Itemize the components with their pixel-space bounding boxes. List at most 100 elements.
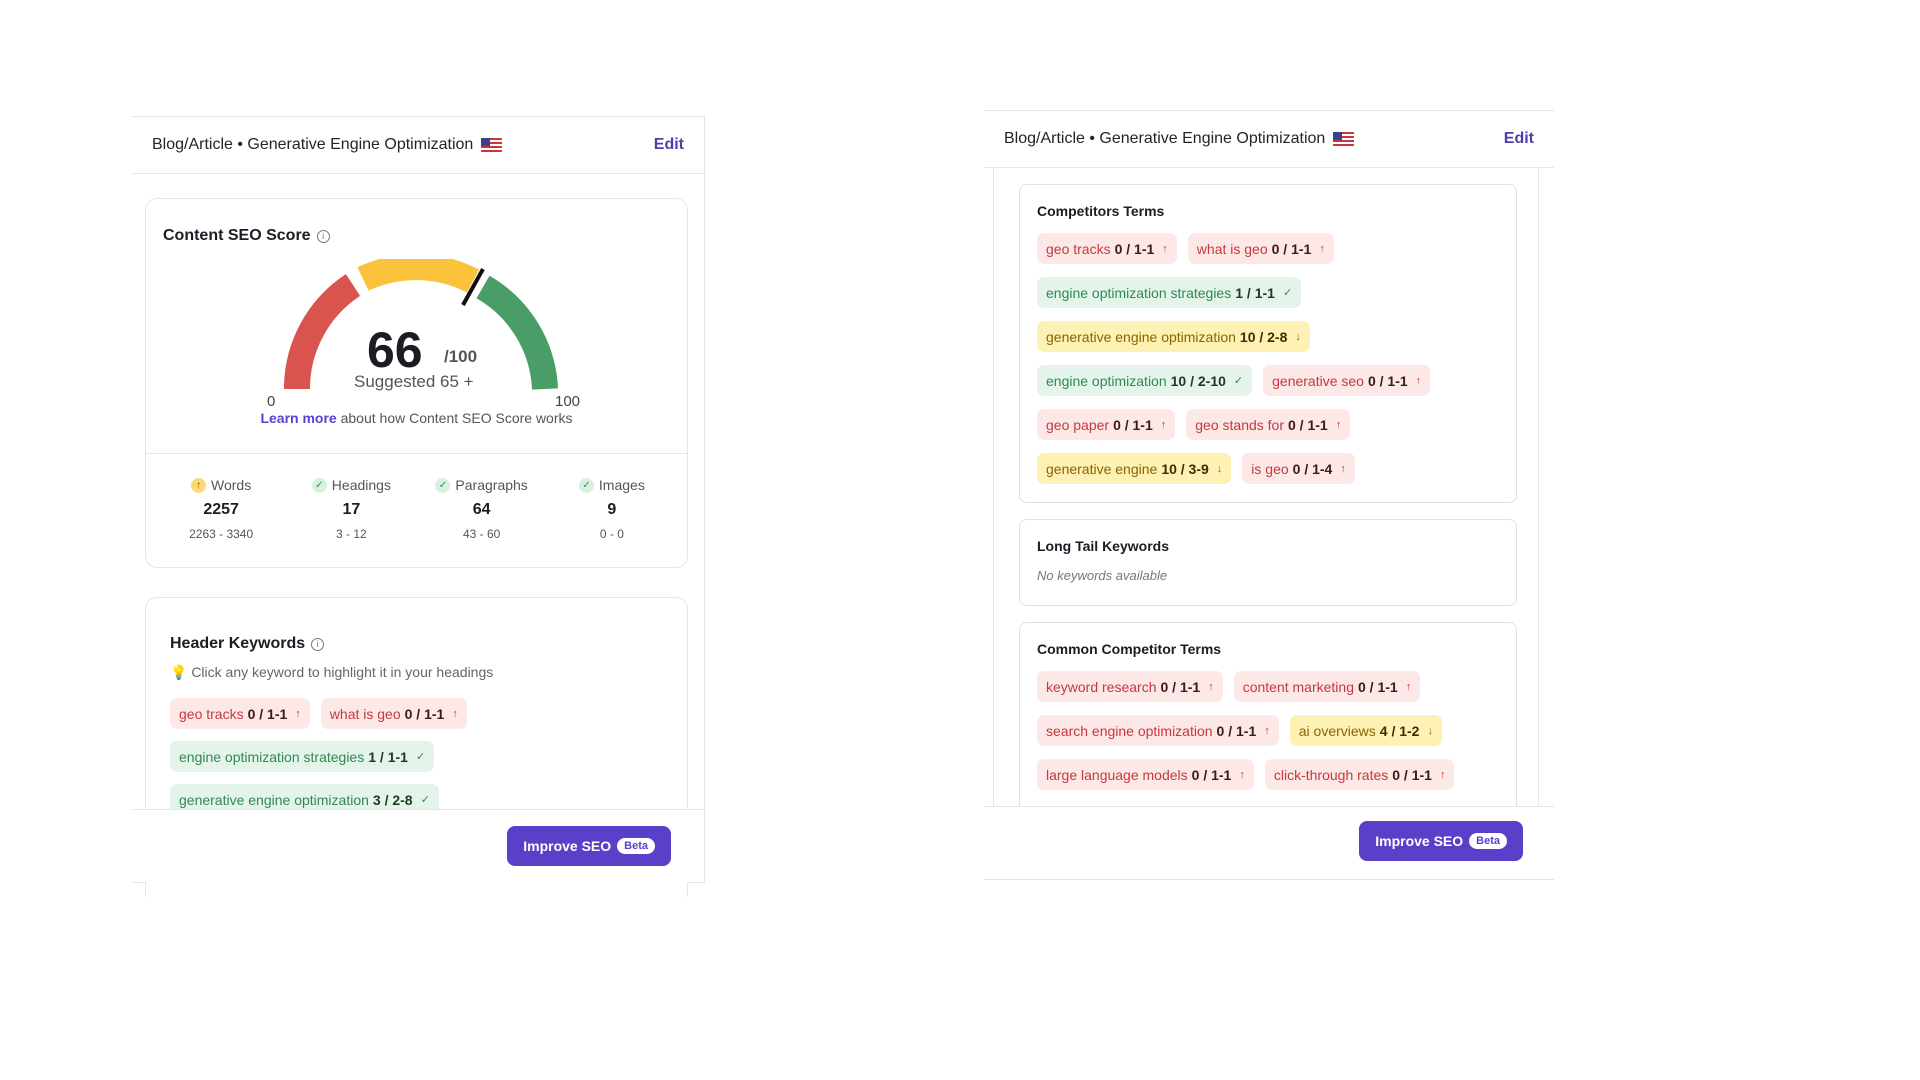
edit-button[interactable]: Edit — [653, 136, 684, 153]
keyword-chip[interactable]: content marketing 0 / 1-1 ↑ — [1233, 671, 1421, 702]
keyword-row: keyword research 0 / 1-1 ↑ content marketin… — [1037, 671, 1506, 702]
keyword-term: large language models — [1046, 766, 1188, 783]
keyword-row: generative engine optimization 10 / 2-8 ↓ — [1037, 321, 1506, 352]
keyword-term: engine optimization strategies — [1046, 284, 1232, 301]
keyword-hint: 💡 Click any keyword to highlight it in y… — [170, 664, 494, 680]
keyword-chip[interactable]: geo tracks 0 / 1-1 ↑ — [170, 698, 310, 729]
keyword-term: keyword research — [1046, 678, 1157, 695]
keyword-term: is geo — [1251, 460, 1289, 477]
info-icon[interactable]: i — [316, 229, 330, 243]
arrow-up-icon: ↑ — [1335, 418, 1342, 431]
keyword-chip[interactable]: generative engine optimization 10 / 2-8 ↓ — [1037, 321, 1310, 352]
keyword-count: 0 / 1-1 — [1392, 766, 1432, 783]
improve-seo-button[interactable]: Improve SEO Beta — [507, 826, 671, 866]
keyword-row: large language models 0 / 1-1 ↑ click-throu… — [1037, 759, 1506, 790]
header-keywords-title: Header Keywords — [170, 635, 306, 652]
keyword-term: engine optimization — [1046, 372, 1167, 389]
arrow-up-icon: ↑ — [191, 477, 207, 493]
keyword-chip[interactable]: geo paper 0 / 1-1 ↑ — [1037, 409, 1176, 440]
keyword-chip[interactable]: generative engine 10 / 3-9 ↓ — [1037, 453, 1232, 484]
keyword-term: ai overviews — [1298, 722, 1376, 739]
keyword-row: generative engine 10 / 3-9 ↓ is geo 0 / 1-4 ↑ — [1037, 453, 1506, 484]
learn-more-link[interactable]: Learn more — [260, 410, 337, 426]
panel-header: Blog/Article • Generative Engine Optimiz… — [132, 117, 704, 174]
terms-scroll-area[interactable]: Competitors Terms geo tracks 0 / 1-1 ↑ what… — [993, 168, 1539, 806]
keyword-term: generative engine — [1046, 460, 1158, 477]
keyword-count: 10 / 2-10 — [1170, 372, 1226, 389]
keyword-count: 3 / 2-8 — [372, 791, 413, 808]
arrow-down-icon: ↓ — [1216, 462, 1223, 475]
keyword-count: 0 / 1-1 — [1191, 766, 1232, 783]
gauge-green-segment — [476, 275, 558, 390]
keyword-count: 0 / 1-1 — [1271, 240, 1312, 257]
score-title: Content SEO Score — [163, 227, 311, 244]
keyword-chip[interactable]: geo stands for 0 / 1-1 ↑ — [1186, 409, 1351, 440]
keyword-count: 0 / 1-1 — [247, 705, 288, 722]
keyword-term: search engine optimization — [1046, 722, 1213, 739]
keyword-count: 0 / 1-1 — [1113, 416, 1153, 433]
competitors-terms-section: Competitors Terms geo tracks 0 / 1-1 ↑ what… — [1019, 184, 1517, 503]
improve-seo-button[interactable]: Improve SEO Beta — [1359, 821, 1523, 861]
check-icon: ✓ — [1233, 375, 1244, 387]
keyword-chips: geo tracks 0 / 1-1 ↑ what is geo 0 / 1-1 ↑ eng… — [170, 698, 667, 827]
learn-more-text: Learn more about how Content SEO Score w… — [260, 410, 573, 426]
keyword-count: 10 / 2-8 — [1239, 328, 1288, 345]
content-type-title: Blog/Article • Generative Engine Optimiz… — [152, 136, 474, 153]
arrow-up-icon: ↑ — [1405, 680, 1412, 693]
keyword-chip[interactable]: ai overviews 4 / 1-2 ↓ — [1289, 715, 1442, 746]
arrow-up-icon: ↑ — [1208, 680, 1214, 693]
stat-images: ✓ Images 9 0 - 0 — [552, 477, 672, 541]
keyword-chips: keyword research 0 / 1-1 ↑ content marketin… — [1037, 671, 1506, 803]
keyword-row: geo tracks 0 / 1-1 ↑ what is geo 0 / 1-1 ↑ — [1037, 233, 1506, 264]
keyword-chip[interactable]: keyword research 0 / 1-1 ↑ — [1037, 671, 1223, 702]
check-icon: ✓ — [311, 477, 327, 493]
keyword-count: 0 / 1-1 — [1358, 678, 1398, 695]
arrow-down-icon: ↓ — [1295, 330, 1301, 343]
keyword-row: geo paper 0 / 1-1 ↑ geo stands for 0 / 1-1 ↑ — [1037, 409, 1506, 440]
long-tail-section: Long Tail Keywords No keywords available — [1019, 519, 1517, 606]
divider — [146, 453, 687, 454]
keyword-chip[interactable]: engine optimization strategies 1 / 1-1 ✓ — [1037, 277, 1302, 308]
keyword-row: search engine optimization 0 / 1-1 ↑ ai ove… — [1037, 715, 1506, 746]
gauge-red-segment — [283, 274, 361, 390]
info-icon[interactable]: i — [311, 637, 325, 651]
keyword-chip[interactable]: engine optimization strategies 1 / 1-1 ✓ — [170, 741, 435, 772]
panel-header: Blog/Article • Generative Engine Optimiz… — [984, 111, 1554, 168]
keyword-chip[interactable]: search engine optimization 0 / 1-1 ↑ — [1037, 715, 1279, 746]
panel-footer: Improve SEO Beta — [984, 806, 1554, 879]
beta-badge: Beta — [1469, 833, 1507, 849]
edit-button[interactable]: Edit — [1503, 130, 1534, 147]
keyword-chip[interactable]: geo tracks 0 / 1-1 ↑ — [1037, 233, 1177, 264]
keyword-chip[interactable]: click-through rates 0 / 1-1 ↑ — [1264, 759, 1455, 790]
gauge-max-label: 100 — [555, 393, 581, 410]
keyword-chip[interactable]: what is geo 0 / 1-1 ↑ — [320, 698, 467, 729]
arrow-up-icon: ↑ — [295, 707, 301, 720]
us-flag-icon — [481, 138, 503, 152]
keyword-chip[interactable]: engine optimization 10 / 2-10 ✓ — [1037, 365, 1253, 396]
keyword-chip[interactable]: generative seo 0 / 1-1 ↑ — [1263, 365, 1431, 396]
long-tail-title: Long Tail Keywords — [1037, 538, 1169, 554]
arrow-up-icon: ↑ — [1319, 242, 1325, 255]
keyword-chip[interactable]: is geo 0 / 1-4 ↑ — [1242, 453, 1355, 484]
keyword-count: 1 / 1-1 — [368, 748, 408, 765]
suggested-score: Suggested 65 + — [354, 372, 474, 391]
check-icon: ✓ — [435, 477, 451, 493]
check-icon: ✓ — [578, 477, 594, 493]
arrow-down-icon: ↓ — [1427, 724, 1433, 737]
keyword-row: engine optimization strategies 1 / 1-1 ✓ — [170, 741, 667, 772]
keyword-term: geo tracks — [179, 705, 244, 722]
common-terms-section: Common Competitor Terms keyword research… — [1019, 622, 1517, 806]
keyword-term: geo stands for — [1195, 416, 1284, 433]
empty-state-text: No keywords available — [1037, 568, 1168, 583]
keyword-count: 0 / 1-1 — [1160, 678, 1201, 695]
keyword-chip[interactable]: what is geo 0 / 1-1 ↑ — [1187, 233, 1334, 264]
keyword-count: 0 / 1-4 — [1292, 460, 1333, 477]
stat-words: ↑ Words 2257 2263 - 3340 — [189, 477, 254, 541]
keyword-term: what is geo — [329, 705, 401, 722]
arrow-up-icon: ↑ — [1160, 418, 1167, 431]
keyword-chip[interactable]: large language models 0 / 1-1 ↑ — [1037, 759, 1254, 790]
keyword-count: 0 / 1-1 — [1288, 416, 1328, 433]
arrow-up-icon: ↑ — [1162, 242, 1168, 255]
keyword-count: 1 / 1-1 — [1235, 284, 1275, 301]
keyword-term: geo tracks — [1046, 240, 1111, 257]
